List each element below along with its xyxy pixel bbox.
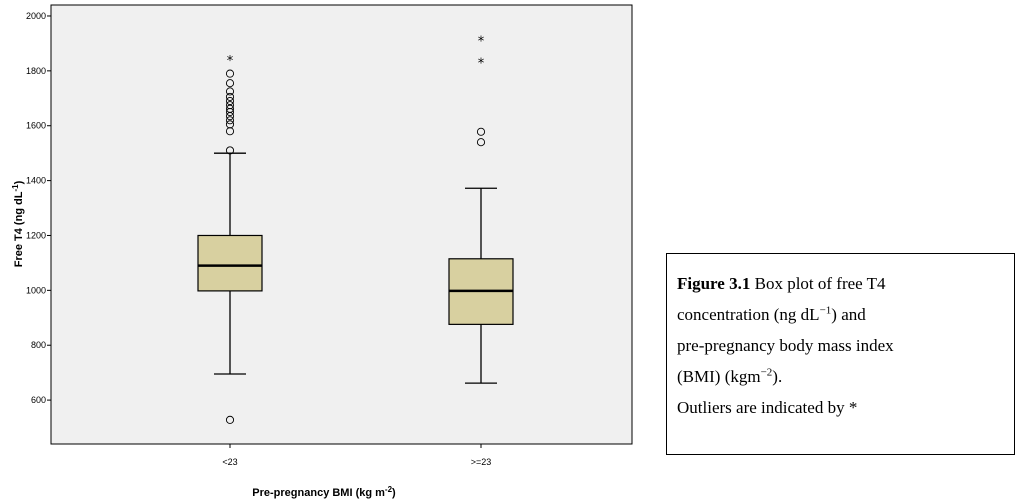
outlier-circle	[225, 120, 235, 129]
caption-line-2-sup: −1	[819, 304, 832, 317]
outlier-circle	[225, 146, 235, 155]
caption-line-2b: ) and	[831, 305, 866, 324]
outlier-star: *	[478, 57, 485, 72]
x-tick-label: <23	[222, 457, 237, 467]
figure-caption: Figure 3.1 Box plot of free T4 concentra…	[666, 253, 1015, 455]
caption-figure-label: Figure 3.1	[677, 274, 751, 293]
outlier-circle	[225, 92, 235, 101]
outlier-circle	[225, 96, 235, 106]
caption-line-5: Outliers are indicated by *	[677, 398, 858, 417]
outlier-circle	[225, 101, 235, 110]
outlier-circle	[476, 127, 486, 136]
caption-line-4b: ).	[772, 367, 783, 386]
outlier-circle	[225, 104, 235, 113]
iqr-box	[197, 234, 263, 292]
y-tick-label: 1800	[26, 66, 46, 76]
outlier-star: *	[478, 35, 485, 50]
y-tick-label: 800	[31, 340, 46, 350]
caption-line-4-sup: −2	[760, 366, 773, 379]
outlier-star: *	[227, 54, 234, 69]
boxes-group: * * *	[197, 35, 514, 424]
box-plot-chart: 600 800 1000 1200 1400 1600 1800 2000 <23 >=23 *…	[11, 4, 633, 499]
caption-line-2a: concentration (ng dL	[677, 305, 820, 324]
outlier-circle	[225, 79, 235, 88]
outlier-circle	[225, 87, 235, 96]
y-tick-label: 1400	[26, 176, 46, 186]
caption-line-3: pre-pregnancy body mass index	[677, 336, 894, 355]
y-axis-title: Free T4 (ng dL-1)	[11, 180, 25, 267]
y-axis: 600 800 1000 1200 1400 1600 1800 2000	[26, 11, 51, 405]
y-tick-label: 1600	[26, 121, 46, 131]
y-tick-label: 1000	[26, 285, 46, 295]
caption-line-4a: (BMI) (kgm	[677, 367, 761, 386]
caption-line-1: Box plot of free T4	[750, 274, 886, 293]
outlier-circle	[225, 415, 235, 424]
y-tick-label: 2000	[26, 11, 46, 21]
y-tick-label: 1200	[26, 230, 46, 240]
x-axis-title: Pre-pregnancy BMI (kg m-2)	[252, 485, 396, 499]
outlier-circle	[476, 138, 486, 147]
x-axis: <23 >=23	[222, 444, 491, 467]
outlier-circle	[225, 69, 235, 78]
x-tick-label: >=23	[471, 457, 492, 467]
outlier-circle	[225, 116, 235, 125]
plot-background	[50, 4, 633, 445]
y-tick-label: 600	[31, 395, 46, 405]
